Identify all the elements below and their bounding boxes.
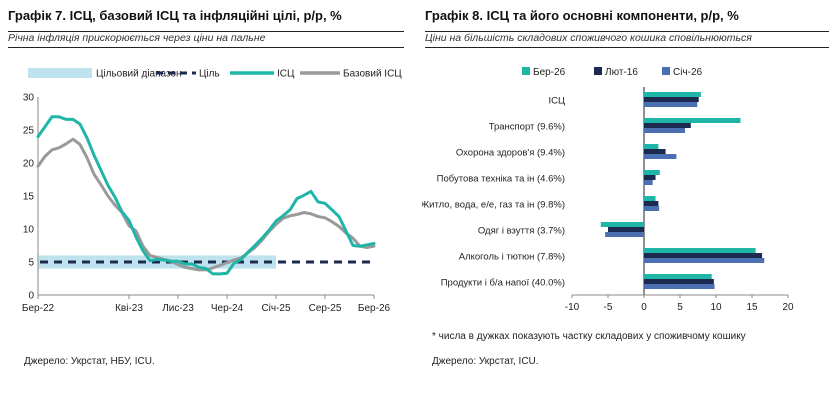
category-label: Алкоголь і тютюн (7.8%) <box>459 252 565 263</box>
bar-7-2 <box>644 284 715 289</box>
right-chart-source: Джерело: Укрстат, ICU. <box>432 356 539 367</box>
y-tick-label: 0 <box>28 291 34 302</box>
bar-7-1 <box>644 279 714 284</box>
bar-3-2 <box>644 180 653 185</box>
bar-0-1 <box>644 97 699 102</box>
y-tick-label: 25 <box>23 126 35 137</box>
y-tick-label: 5 <box>28 258 34 269</box>
bar-4-2 <box>644 206 660 211</box>
bar-7-0 <box>644 274 712 279</box>
bar-6-0 <box>644 248 756 253</box>
legend-label: Ціль <box>199 69 220 80</box>
legend-swatch-2 <box>662 67 670 75</box>
bar-6-2 <box>644 258 765 263</box>
legend-label: Бер-26 <box>533 67 566 78</box>
legend-swatch-target-range <box>28 68 92 78</box>
legend-swatch-1 <box>594 67 602 75</box>
x-tick-label: 0 <box>641 302 647 313</box>
legend-label: Цільовий діапазон <box>96 69 182 80</box>
x-tick-label: Бер-22 <box>22 303 55 314</box>
left-chart-source: Джерело: Укрстат, НБУ, ICU. <box>24 356 155 367</box>
legend-label: Лют-16 <box>605 67 638 78</box>
bar-0-2 <box>644 102 698 107</box>
x-tick-label: 5 <box>677 302 683 313</box>
left-chart-title: Графік 7. ІСЦ, базовий ІСЦ та інфляційні… <box>8 8 342 23</box>
category-label: ІСЦ <box>548 96 565 107</box>
bar-3-0 <box>644 170 660 175</box>
x-tick-label: -5 <box>604 302 613 313</box>
y-tick-label: 30 <box>23 93 35 104</box>
right-chart-note: * числа в дужках показують частку складо… <box>432 331 746 342</box>
bar-5-2 <box>605 232 644 237</box>
legend-swatch-0 <box>522 67 530 75</box>
category-label: Транспорт (9.6%) <box>489 122 565 133</box>
x-tick-label: -10 <box>565 302 580 313</box>
category-label: Побутова техніка та ін (4.6%) <box>437 174 565 185</box>
bar-3-1 <box>644 175 656 180</box>
left-title-rule <box>8 31 404 32</box>
x-tick-label: 15 <box>746 302 758 313</box>
x-tick-label: Січ-25 <box>261 303 291 314</box>
y-tick-label: 10 <box>23 225 35 236</box>
bar-2-0 <box>644 144 659 149</box>
right-chart-title: Графік 8. ІСЦ та його основні компоненти… <box>425 8 739 23</box>
left-line-chart: Цільовий діапазон Ціль ІСЦ Базовий ІСЦ 0 5 10 1… <box>22 68 402 314</box>
core-cpi-line <box>36 137 376 272</box>
left-subtitle-rule <box>8 47 404 48</box>
right-bar-chart: Бер-26 Лют-16 Січ-26 -10 -5 0 5 10 15 20 ІСЦ Трансп… <box>422 67 794 313</box>
legend-label: Січ-26 <box>673 67 703 78</box>
left-legend: Цільовий діапазон Ціль ІСЦ Базовий ІСЦ <box>28 68 402 80</box>
x-tick-label: Кві-23 <box>115 303 143 314</box>
category-label: Одяг і взуття (3.7%) <box>478 226 565 237</box>
category-label: Житло, вода, е/е, газ та ін (9.8%) <box>422 200 565 211</box>
y-tick-label: 15 <box>23 192 35 203</box>
bar-1-0 <box>644 118 741 123</box>
legend-label: Базовий ІСЦ <box>343 69 402 80</box>
bar-5-0 <box>600 222 644 227</box>
bar-1-1 <box>644 123 691 128</box>
legend-label: ІСЦ <box>277 69 295 80</box>
bar-2-2 <box>644 154 677 159</box>
bar-4-0 <box>644 196 656 201</box>
x-tick-label: Сер-25 <box>309 303 342 314</box>
right-title-rule <box>425 31 829 32</box>
y-tick-label: 20 <box>23 159 35 170</box>
bar-0-0 <box>644 92 701 97</box>
left-chart-subtitle: Річна інфляція прискорюється через ціни … <box>8 32 266 44</box>
bar-4-1 <box>644 201 659 206</box>
cpi-line <box>36 115 376 276</box>
x-tick-label: Бер-26 <box>358 303 391 314</box>
category-label: Продукти і б/а напої (40.0%) <box>441 278 565 289</box>
right-subtitle-rule <box>425 47 829 48</box>
x-tick-label: 20 <box>782 302 794 313</box>
category-label: Охорона здоров'я (9.4%) <box>456 148 565 159</box>
right-chart-subtitle: Ціни на більшість складових споживчого к… <box>425 32 752 44</box>
bar-6-1 <box>644 253 763 258</box>
x-tick-label: 10 <box>710 302 722 313</box>
bar-2-1 <box>644 149 666 154</box>
bar-5-1 <box>608 227 644 232</box>
x-tick-label: Чер-24 <box>211 303 244 314</box>
bar-1-2 <box>644 128 686 133</box>
x-tick-label: Лис-23 <box>162 303 194 314</box>
right-legend: Бер-26 Лют-16 Січ-26 <box>522 67 703 78</box>
